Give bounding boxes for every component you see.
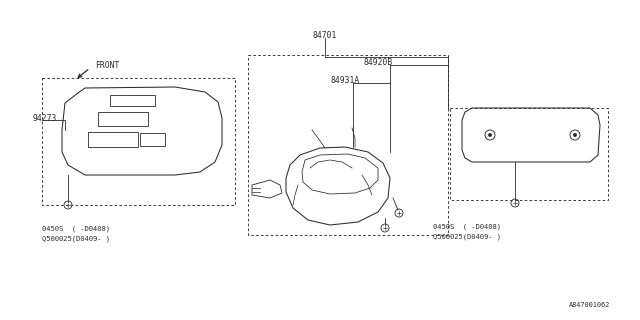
Text: FRONT: FRONT — [95, 60, 120, 69]
Text: 94273: 94273 — [32, 114, 56, 123]
Text: 84701: 84701 — [313, 30, 337, 39]
Text: 0450S  ( -D0408): 0450S ( -D0408) — [42, 225, 110, 231]
Text: 84931A: 84931A — [330, 76, 359, 84]
Text: 0450S  ( -D0408): 0450S ( -D0408) — [433, 223, 501, 229]
Text: A847001062: A847001062 — [569, 302, 610, 308]
Text: 84920B: 84920B — [363, 58, 392, 67]
Text: Q500025(D0409- ): Q500025(D0409- ) — [433, 233, 501, 239]
Circle shape — [489, 134, 492, 136]
Text: Q500025(D0409- ): Q500025(D0409- ) — [42, 235, 110, 242]
Circle shape — [574, 134, 576, 136]
